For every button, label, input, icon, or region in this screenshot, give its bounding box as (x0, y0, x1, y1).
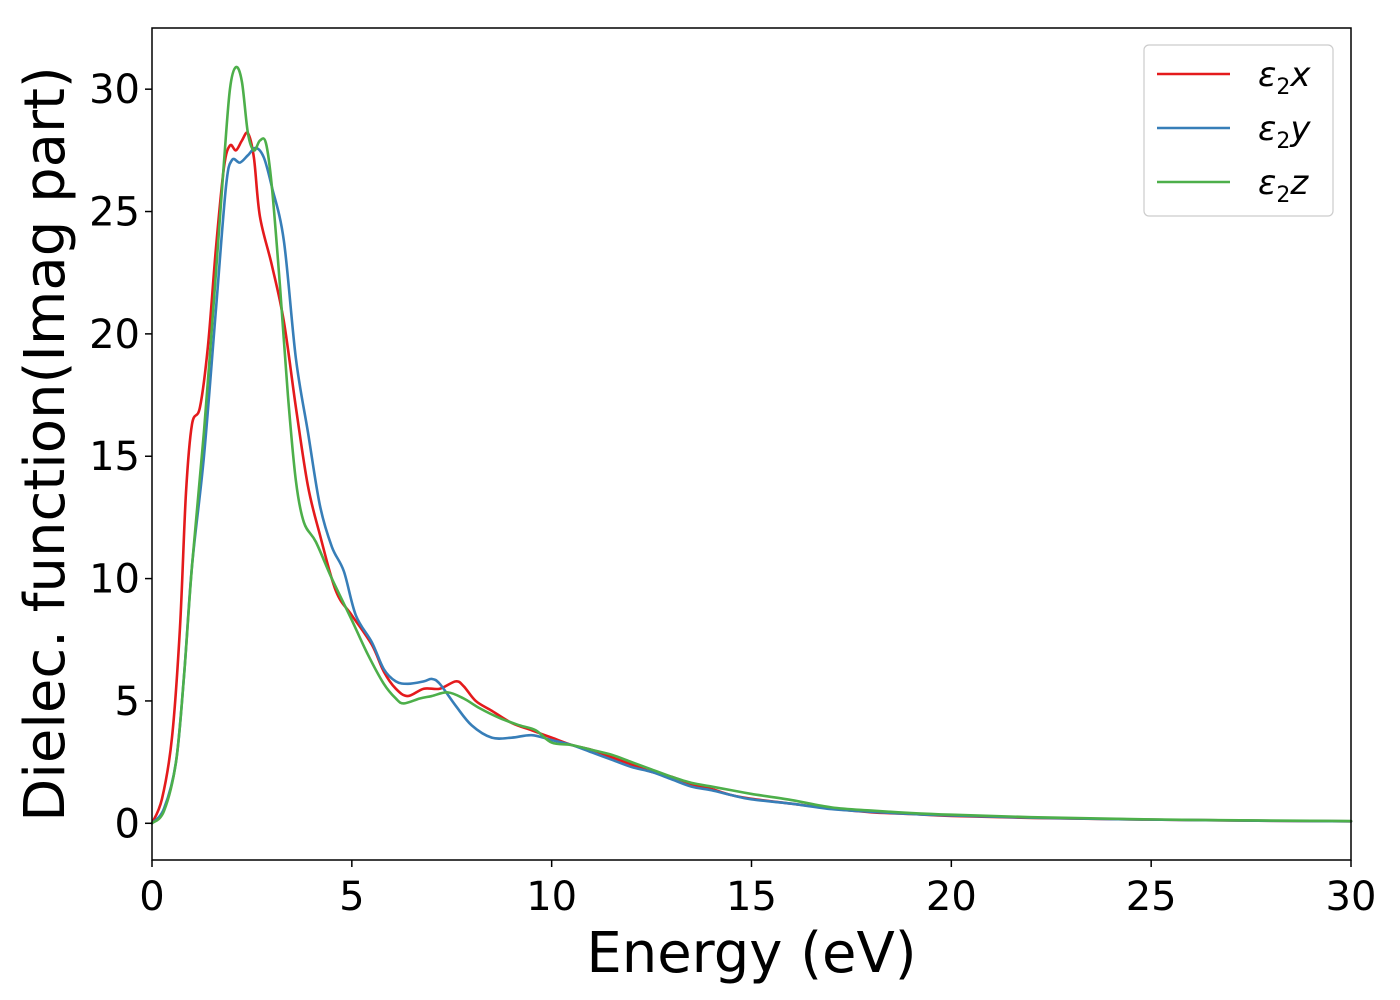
series-line-z (150, 65, 1353, 825)
legend-label-base: ε (1258, 109, 1276, 149)
y-tick-label: 25 (89, 190, 140, 236)
x-tick-label: 20 (926, 874, 977, 920)
legend-label-variable: x (1289, 55, 1311, 95)
legend-label: ε2x (1258, 55, 1311, 100)
legend-label-subscript: 2 (1276, 75, 1290, 100)
legend-label-subscript: 2 (1276, 183, 1290, 208)
y-tick-label: 20 (89, 312, 140, 358)
y-tick-label: 10 (89, 557, 140, 603)
x-tick-label: 25 (1126, 874, 1177, 920)
y-tick-label: 5 (115, 679, 140, 725)
x-tick-label: 15 (726, 874, 777, 920)
y-axis-label: Dielec. function(Imag part) (13, 66, 78, 822)
x-axis-ticks: 0 5 10 15 20 25 30 (139, 860, 1376, 920)
legend-label-base: ε (1258, 163, 1276, 203)
x-tick-label: 10 (526, 874, 577, 920)
legend-box (1143, 44, 1334, 217)
legend-label: ε2z (1258, 163, 1309, 208)
series-line-y (150, 146, 1353, 825)
y-tick-label: 0 (115, 801, 140, 847)
x-tick-label: 30 (1326, 874, 1377, 920)
legend-label-subscript: 2 (1276, 129, 1290, 154)
legend-label-variable: z (1289, 163, 1309, 203)
legend-label-variable: y (1289, 109, 1311, 149)
x-tick-label: 5 (339, 874, 364, 920)
series-layer (150, 65, 1353, 825)
legend-label: ε2y (1258, 109, 1311, 154)
y-tick-label: 15 (89, 434, 140, 480)
y-axis-ticks: 0 5 10 15 20 25 30 (89, 67, 152, 847)
x-axis-label: Energy (eV) (586, 921, 916, 986)
legend-label-base: ε (1258, 55, 1276, 95)
x-tick-label: 0 (139, 874, 164, 920)
y-tick-label: 30 (89, 67, 140, 113)
